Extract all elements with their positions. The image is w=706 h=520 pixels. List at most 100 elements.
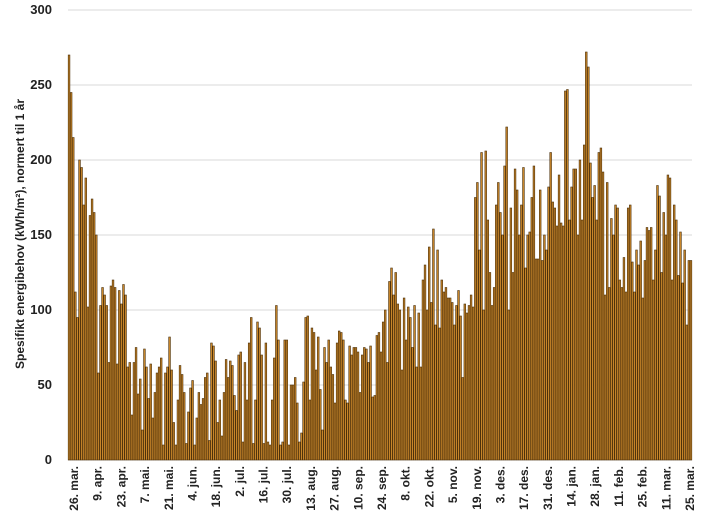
bar — [348, 345, 351, 461]
bar — [126, 366, 129, 461]
bar — [204, 377, 207, 461]
bar — [130, 414, 134, 461]
bar — [206, 372, 209, 461]
bar — [645, 227, 649, 461]
bar — [132, 362, 136, 461]
bar — [183, 392, 186, 461]
bar — [335, 342, 339, 461]
bar — [430, 302, 433, 461]
bar — [308, 399, 312, 461]
bar — [446, 297, 450, 461]
bar — [511, 272, 515, 461]
bar — [495, 204, 498, 461]
bar — [329, 366, 332, 461]
bar — [340, 332, 343, 461]
bar — [143, 348, 146, 461]
bar — [201, 398, 205, 461]
bar — [474, 197, 477, 461]
bar — [72, 137, 75, 461]
bar — [587, 66, 590, 461]
bar — [227, 377, 230, 461]
bar — [417, 312, 420, 461]
bar — [618, 279, 621, 461]
bar — [616, 207, 619, 461]
bar — [620, 287, 624, 461]
bar — [461, 377, 464, 461]
bar-series — [67, 51, 693, 461]
bar — [379, 351, 383, 461]
bar — [241, 441, 245, 461]
bar — [490, 305, 494, 461]
bar — [229, 360, 232, 461]
bar — [358, 392, 362, 461]
bar — [170, 369, 173, 461]
bar — [392, 294, 395, 461]
bar — [526, 234, 529, 461]
x-tick-label: 28. jan. — [588, 466, 602, 507]
bar — [411, 347, 414, 461]
bar — [180, 374, 184, 461]
x-tick-label: 11. feb. — [612, 466, 626, 507]
bar — [212, 345, 215, 461]
bar — [141, 429, 144, 461]
bar — [122, 284, 125, 461]
x-tick-label: 10. sep. — [351, 466, 365, 510]
bar — [178, 365, 182, 461]
bar — [522, 167, 525, 461]
bar — [298, 441, 301, 461]
bar — [666, 174, 670, 461]
bar — [469, 294, 473, 461]
bar — [185, 443, 188, 461]
bar — [664, 234, 667, 461]
bar — [524, 267, 527, 461]
y-tick-label: 150 — [30, 227, 52, 242]
bar — [457, 290, 460, 461]
x-tick-label: 8. okt. — [399, 466, 413, 501]
bar — [578, 159, 582, 461]
bar — [492, 287, 496, 461]
bar — [390, 267, 393, 461]
bar — [668, 177, 672, 461]
bar — [99, 305, 102, 461]
bar — [300, 432, 303, 461]
bar — [626, 207, 630, 461]
bar — [325, 362, 328, 461]
bar — [162, 444, 165, 461]
bar — [116, 363, 119, 461]
bar — [264, 342, 268, 461]
bar — [338, 330, 341, 461]
bar — [195, 417, 198, 461]
bar — [371, 396, 374, 461]
bar — [520, 204, 523, 461]
x-tick-label: 18. jun. — [209, 466, 223, 507]
bar — [369, 345, 372, 461]
bar — [689, 260, 693, 461]
bar — [503, 165, 506, 461]
bar — [432, 228, 435, 461]
bar — [356, 351, 360, 461]
bar — [289, 384, 293, 461]
x-tick-label: 9. apr. — [91, 466, 105, 501]
bar — [407, 306, 410, 461]
bar — [189, 387, 192, 461]
bar — [555, 225, 559, 461]
bar — [84, 177, 87, 461]
bar — [107, 362, 110, 461]
bar — [647, 230, 651, 461]
bar — [187, 411, 190, 461]
bar — [622, 257, 626, 461]
bar — [480, 152, 483, 461]
x-tick-label: 23. apr. — [114, 466, 128, 507]
bar — [478, 249, 481, 461]
bar — [459, 315, 462, 461]
bar — [564, 90, 567, 461]
bar — [386, 362, 389, 461]
bar — [568, 219, 571, 461]
bar — [139, 378, 142, 461]
bar — [291, 384, 295, 461]
y-axis-ticks: 0 50 100 150 200 250 300 — [30, 2, 52, 467]
bar — [384, 309, 387, 461]
bar — [530, 197, 533, 461]
bar — [367, 362, 370, 461]
bar — [283, 339, 286, 461]
